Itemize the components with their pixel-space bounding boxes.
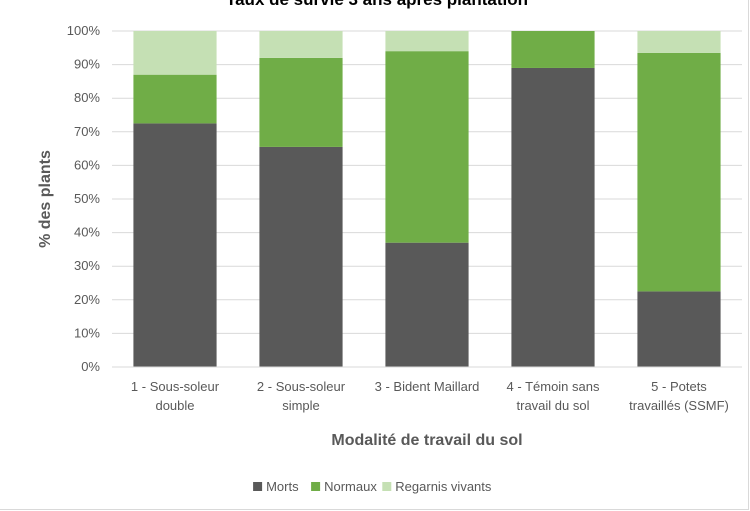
x-category-label: simple [282,398,320,413]
y-axis-title: % des plants [37,150,54,248]
y-tick-label: 60% [74,157,100,172]
legend: Morts Normaux Regarnis vivants [253,479,492,494]
bar-segment [637,31,721,53]
x-category-label: 2 - Sous-soleur [257,379,346,394]
y-tick-label: 80% [74,90,100,105]
x-category-label: 4 - Témoin sans [507,379,600,394]
bar-segment [385,242,469,367]
legend-label: Morts [266,479,299,494]
bar-segment [385,51,469,243]
y-tick-label: 10% [74,325,100,340]
y-tick-label: 90% [74,57,100,72]
x-category-label: double [155,398,194,413]
legend-swatch [311,482,321,491]
bar-segment [133,123,217,368]
legend-label: Normaux [324,479,377,494]
y-tick-label: 40% [74,225,100,240]
x-axis-category-labels: 1 - Sous-soleur double 2 - Sous-soleur simp… [131,379,729,413]
bar-segment [637,291,721,367]
x-category-label: 1 - Sous-soleur [131,379,220,394]
chart-title: Taux de survie 3 ans après plantation [226,0,528,9]
x-category-label: 3 - Bident Maillard [375,379,480,394]
bar-segment [259,146,343,367]
bar-segment [385,31,469,52]
y-tick-label: 50% [74,191,100,206]
x-axis-title: Modalité de travail du sol [331,432,522,449]
bar-segment [259,57,343,147]
bar-segment [259,31,343,58]
y-tick-label: 30% [74,258,100,273]
y-axis-tick-labels: 0% 10% 20% 30% 40% 50% 60% 70% 80% 90% 100% [67,23,101,374]
x-category-label: travaillés (SSMF) [629,398,729,413]
bar-segment [511,67,595,368]
y-tick-label: 0% [81,359,100,374]
bar-segment [511,31,595,68]
bar-segment [133,74,217,124]
bar-segment [133,31,217,75]
y-tick-label: 100% [67,23,101,38]
legend-swatch [253,482,263,491]
x-category-label: travail du sol [517,398,590,413]
legend-swatch [382,482,392,491]
y-tick-label: 70% [74,124,100,139]
bars [133,31,721,368]
x-category-label: 5 - Potets [651,379,707,394]
y-tick-label: 20% [74,292,100,307]
legend-label: Regarnis vivants [395,479,492,494]
bar-segment [637,52,721,292]
